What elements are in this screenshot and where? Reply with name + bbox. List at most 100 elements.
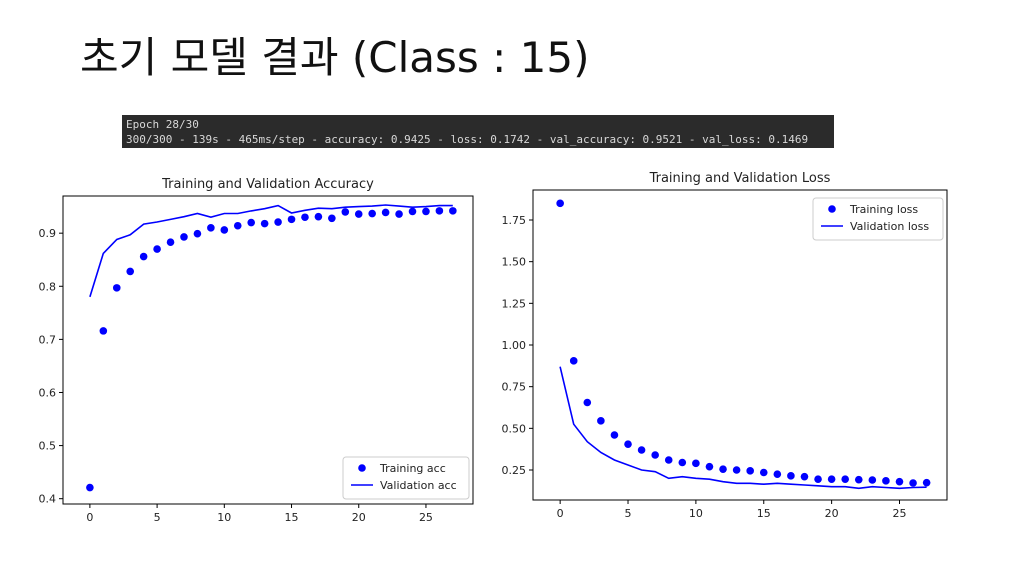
data-point <box>220 226 229 234</box>
data-point <box>610 431 619 439</box>
x-tick-label: 5 <box>625 507 632 520</box>
legend-box <box>342 456 470 500</box>
data-point <box>86 483 94 492</box>
y-tick-label: 0.5 <box>39 440 57 453</box>
x-tick-label: 15 <box>285 511 299 524</box>
data-point <box>381 208 390 217</box>
data-point <box>260 219 269 228</box>
data-point <box>556 199 564 208</box>
legend-label: Training loss <box>849 203 918 216</box>
data-point <box>207 224 215 232</box>
loss-chart: Training and Validation Loss 0 5 10 15 20 25 0.… <box>502 171 948 520</box>
series-line-validation-loss <box>559 366 927 490</box>
y-tick-label: 0.8 <box>39 280 57 293</box>
data-point <box>112 284 121 292</box>
y-tick-label: 0.25 <box>502 464 527 477</box>
data-point <box>800 472 809 481</box>
y-tick-label: 1.50 <box>502 256 527 269</box>
data-point <box>868 476 877 484</box>
data-point <box>882 477 890 485</box>
data-point <box>922 478 931 487</box>
data-point <box>274 218 282 226</box>
legend-label: Training acc <box>379 462 446 475</box>
data-point <box>773 470 782 478</box>
data-point <box>180 233 188 241</box>
data-point <box>166 238 175 246</box>
data-point <box>597 417 605 425</box>
series-line-validation-acc <box>89 204 453 298</box>
x-tick-label: 25 <box>892 507 906 520</box>
data-point <box>678 458 687 467</box>
data-point <box>854 475 863 484</box>
data-point <box>153 245 161 253</box>
data-point <box>233 221 242 230</box>
data-point <box>841 475 849 483</box>
data-point <box>719 465 727 473</box>
data-point <box>827 475 836 483</box>
data-point <box>692 459 700 468</box>
data-point <box>705 462 714 471</box>
data-point <box>624 440 632 448</box>
y-tick-label: 0.4 <box>39 493 57 506</box>
y-tick-label: 0.75 <box>502 381 527 394</box>
legend-label: Validation loss <box>850 220 929 233</box>
data-point <box>732 466 741 474</box>
data-point <box>408 207 417 216</box>
plot-frame <box>62 195 474 505</box>
x-tick-label: 10 <box>689 507 703 520</box>
x-tick-label: 20 <box>352 511 366 524</box>
data-point <box>314 212 323 221</box>
data-point <box>395 210 403 218</box>
data-point <box>651 451 659 459</box>
data-point <box>895 477 904 486</box>
data-point <box>746 467 754 475</box>
data-point <box>435 207 444 215</box>
x-tick-label: 0 <box>86 511 93 524</box>
data-point <box>449 207 457 215</box>
y-tick-label: 1.25 <box>502 297 527 310</box>
x-tick-label: 10 <box>217 511 231 524</box>
x-tick-label: 5 <box>154 511 161 524</box>
accuracy-chart: Training and Validation Accuracy 0 5 10 15 20… <box>39 177 474 524</box>
y-tick-label: 0.9 <box>39 227 57 240</box>
x-tick-label: 25 <box>419 511 433 524</box>
data-point <box>341 208 350 216</box>
legend-box <box>812 197 944 241</box>
legend-dot-swatch <box>358 464 366 472</box>
data-point <box>99 327 108 335</box>
data-point <box>759 468 768 477</box>
legend-label: Validation acc <box>380 479 457 492</box>
training-log-console: Epoch 28/30 300/300 - 139s - 465ms/step … <box>122 115 834 148</box>
data-point <box>637 446 646 454</box>
data-point <box>193 229 202 238</box>
data-point <box>328 214 336 223</box>
y-tick-label: 0.6 <box>39 386 57 399</box>
y-tick-label: 1.00 <box>502 339 527 352</box>
chart-title: Training and Validation Accuracy <box>161 177 374 192</box>
data-point <box>368 209 376 218</box>
data-point <box>909 479 917 487</box>
y-tick-label: 1.75 <box>502 214 527 227</box>
data-point <box>583 398 592 407</box>
x-tick-label: 15 <box>757 507 771 520</box>
data-point <box>664 456 673 464</box>
data-point <box>569 357 578 365</box>
data-point <box>354 210 363 218</box>
slide-title: 초기 모델 결과 (Class : 15) <box>80 33 590 82</box>
y-tick-label: 0.50 <box>502 422 527 435</box>
data-point <box>287 215 296 224</box>
legend-dot-swatch <box>828 205 836 213</box>
data-point <box>787 472 795 480</box>
x-tick-label: 0 <box>557 507 564 520</box>
log-epoch-line: Epoch 28/30 <box>126 118 199 131</box>
log-metrics-line: 300/300 - 139s - 465ms/step - accuracy: … <box>126 133 809 146</box>
data-point <box>247 218 255 227</box>
data-point <box>139 252 148 261</box>
data-point <box>126 267 135 276</box>
data-point <box>422 207 430 216</box>
data-point <box>814 475 822 483</box>
chart-title: Training and Validation Loss <box>649 171 831 186</box>
x-tick-label: 20 <box>825 507 839 520</box>
y-tick-label: 0.7 <box>39 333 57 346</box>
data-point <box>301 213 309 222</box>
